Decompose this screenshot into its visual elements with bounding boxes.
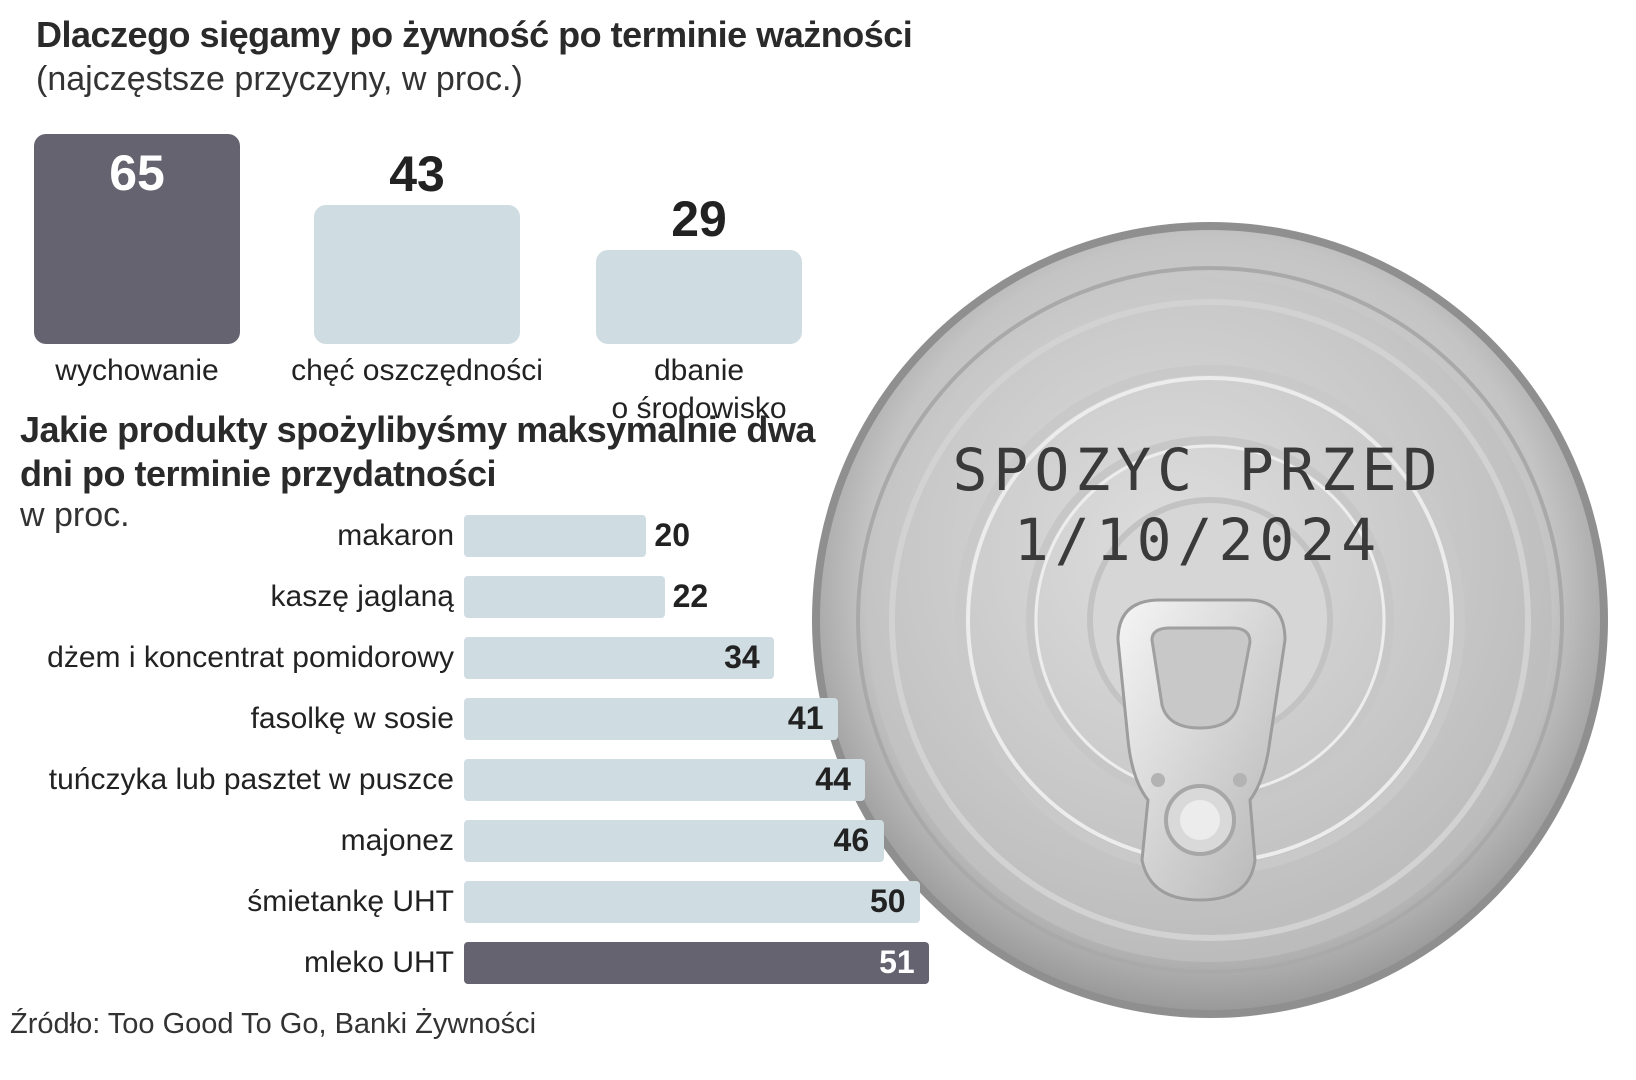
- chart-subtitle: (najczęstsze przyczyny, w proc.): [36, 60, 523, 98]
- stamp-line-1: SPOZYC PRZED: [952, 436, 1443, 504]
- row-value-4: 41: [787, 700, 824, 736]
- source-note: Źródło: Too Good To Go, Banki Żywności: [10, 1008, 537, 1040]
- tin-can-lid-photo: SPOZYC PRZED 1/10/2024: [812, 222, 1608, 1018]
- bar-value-2: 43: [389, 146, 445, 203]
- row-value-1: 20: [654, 517, 690, 553]
- bar-2: [314, 205, 520, 344]
- row-bar-5: [464, 759, 866, 801]
- products-bar-chart: makaron 20 kaszę jaglaną 22 dżem i koncentra…: [47, 515, 930, 984]
- bar-value-1: 65: [109, 145, 165, 201]
- bar-category-1: wychowanie: [55, 354, 219, 387]
- row-category-2: kaszę jaglaną: [270, 580, 454, 613]
- row-value-7: 50: [870, 883, 906, 919]
- row-category-5: tuńczyka lub pasztet w puszce: [48, 763, 454, 796]
- reasons-bar-chart: 65 wychowanie 43 chęć oszczędności 29 dbanie …: [0, 0, 802, 425]
- bar-1: [34, 134, 240, 344]
- bar-3: [596, 250, 802, 344]
- row-bar-7: [464, 881, 920, 923]
- chart-title: Dlaczego sięgamy po żywność po terminie …: [36, 14, 913, 55]
- row-bar-8: [464, 942, 930, 984]
- row-bar-2: [464, 576, 665, 618]
- row-category-8: mleko UHT: [303, 946, 454, 979]
- row-bar-6: [464, 820, 884, 862]
- row-category-6: majonez: [340, 824, 454, 857]
- row-category-3: dżem i koncentrat pomidorowy: [47, 641, 454, 674]
- row-value-8: 51: [879, 944, 915, 980]
- row-bar-4: [464, 698, 838, 740]
- row-value-6: 46: [833, 822, 870, 858]
- row-category-4: fasolkę w sosie: [250, 702, 454, 735]
- stamp-line-2: 1/10/2024: [1014, 506, 1382, 574]
- row-bar-1: [464, 515, 647, 557]
- unit-label: w proc.: [20, 496, 130, 534]
- row-value-2: 22: [672, 578, 709, 614]
- bar-category-3: dbanie o środowisko: [611, 354, 787, 425]
- bar-category-2: chęć oszczędności: [291, 354, 543, 387]
- bar-value-3: 29: [671, 191, 727, 248]
- row-bar-3: [464, 637, 775, 679]
- row-value-5: 44: [815, 761, 851, 797]
- row-value-3: 34: [724, 639, 760, 675]
- products-chart-title: Jakie produkty spożylibyśmy maksymalnie …: [20, 409, 815, 494]
- row-category-7: śmietankę UHT: [247, 885, 454, 918]
- row-category-1: makaron: [337, 519, 454, 552]
